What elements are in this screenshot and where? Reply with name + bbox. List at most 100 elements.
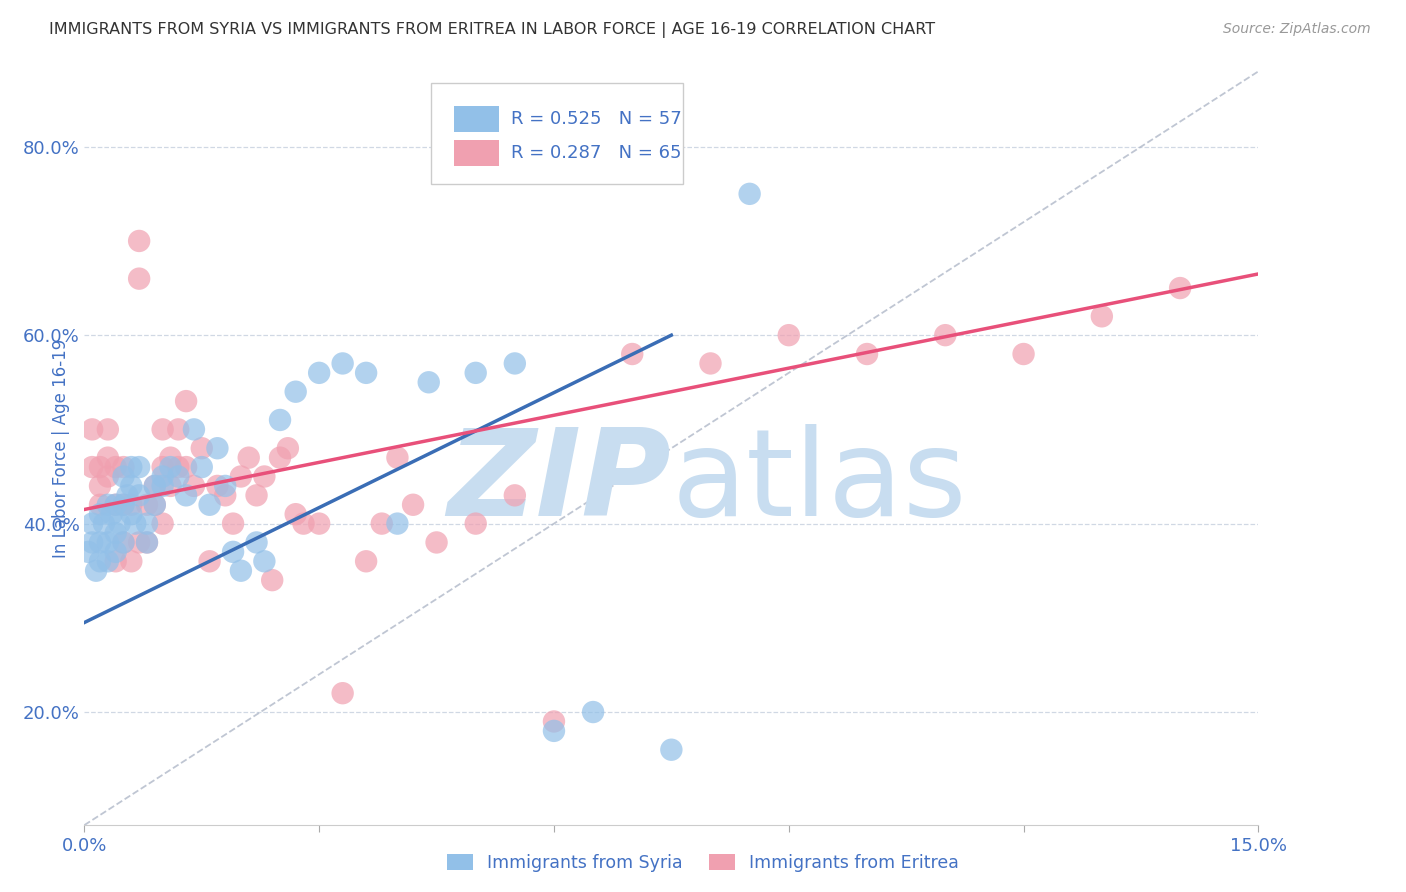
Point	[207, 442, 229, 456]
Point	[464, 366, 486, 380]
Point	[104, 554, 127, 568]
Bar	[454, 140, 499, 166]
Point	[124, 516, 146, 531]
Point	[159, 460, 181, 475]
Point	[136, 535, 159, 549]
Bar	[454, 106, 499, 132]
Point	[152, 460, 174, 475]
Point	[174, 488, 197, 502]
Point	[152, 479, 174, 493]
Point	[128, 460, 150, 475]
Point	[621, 347, 644, 361]
Point	[89, 507, 111, 521]
Point	[245, 488, 267, 502]
Point	[112, 535, 135, 549]
Point	[152, 516, 174, 531]
Point	[104, 526, 127, 541]
Point	[152, 422, 174, 436]
Point	[253, 554, 276, 568]
Point	[174, 394, 197, 409]
Point	[108, 516, 131, 531]
Point	[354, 554, 377, 568]
Point	[128, 234, 150, 248]
Point	[89, 498, 111, 512]
Text: ZIP: ZIP	[447, 424, 672, 541]
Point	[97, 450, 120, 465]
Point	[426, 535, 449, 549]
Point	[136, 535, 159, 549]
Point	[253, 469, 276, 483]
Point	[402, 498, 425, 512]
Point	[97, 469, 120, 483]
Point	[308, 366, 330, 380]
Text: R = 0.525   N = 57: R = 0.525 N = 57	[510, 110, 682, 128]
Point	[136, 516, 159, 531]
Point	[97, 422, 120, 436]
Point	[292, 516, 315, 531]
Point	[97, 554, 120, 568]
Point	[183, 422, 205, 436]
Point	[284, 384, 307, 399]
Point	[332, 686, 354, 700]
Point	[82, 422, 104, 436]
Point	[117, 488, 139, 502]
Point	[269, 450, 291, 465]
Point	[128, 535, 150, 549]
Point	[214, 488, 236, 502]
Y-axis label: In Labor Force | Age 16-19: In Labor Force | Age 16-19	[52, 339, 70, 558]
Point	[778, 328, 800, 343]
Point	[245, 535, 267, 549]
Point	[183, 479, 205, 493]
Point	[238, 450, 260, 465]
Point	[387, 450, 409, 465]
Point	[112, 469, 135, 483]
Point	[84, 564, 107, 578]
Point	[191, 460, 214, 475]
Text: atlas: atlas	[672, 424, 967, 541]
Point	[699, 356, 721, 370]
Point	[97, 498, 120, 512]
Point	[1091, 310, 1114, 324]
Point	[661, 742, 683, 756]
Point	[152, 469, 174, 483]
Point	[143, 479, 166, 493]
Point	[112, 535, 135, 549]
Point	[543, 723, 565, 738]
Point	[167, 422, 190, 436]
Point	[738, 186, 761, 201]
Point	[82, 460, 104, 475]
Point	[167, 460, 190, 475]
FancyBboxPatch shape	[430, 83, 683, 185]
Point	[934, 328, 956, 343]
Point	[104, 498, 127, 512]
Point	[82, 516, 104, 531]
Point	[503, 488, 526, 502]
Point	[143, 498, 166, 512]
Point	[77, 545, 100, 559]
Point	[112, 498, 135, 512]
Point	[89, 535, 111, 549]
Point	[104, 460, 127, 475]
Point	[198, 498, 221, 512]
Point	[100, 507, 122, 521]
Point	[191, 442, 214, 456]
Point	[167, 469, 190, 483]
Point	[332, 356, 354, 370]
Point	[128, 271, 150, 285]
Point	[104, 498, 127, 512]
Point	[120, 460, 142, 475]
Point	[89, 479, 111, 493]
Point	[159, 450, 181, 465]
Point	[120, 498, 142, 512]
Point	[128, 488, 150, 502]
Point	[418, 376, 440, 390]
Point	[120, 554, 142, 568]
Text: R = 0.287   N = 65: R = 0.287 N = 65	[510, 144, 681, 161]
Point	[503, 356, 526, 370]
Point	[371, 516, 394, 531]
Point	[308, 516, 330, 531]
Point	[89, 554, 111, 568]
Point	[1012, 347, 1035, 361]
Point	[207, 479, 229, 493]
Point	[284, 507, 307, 521]
